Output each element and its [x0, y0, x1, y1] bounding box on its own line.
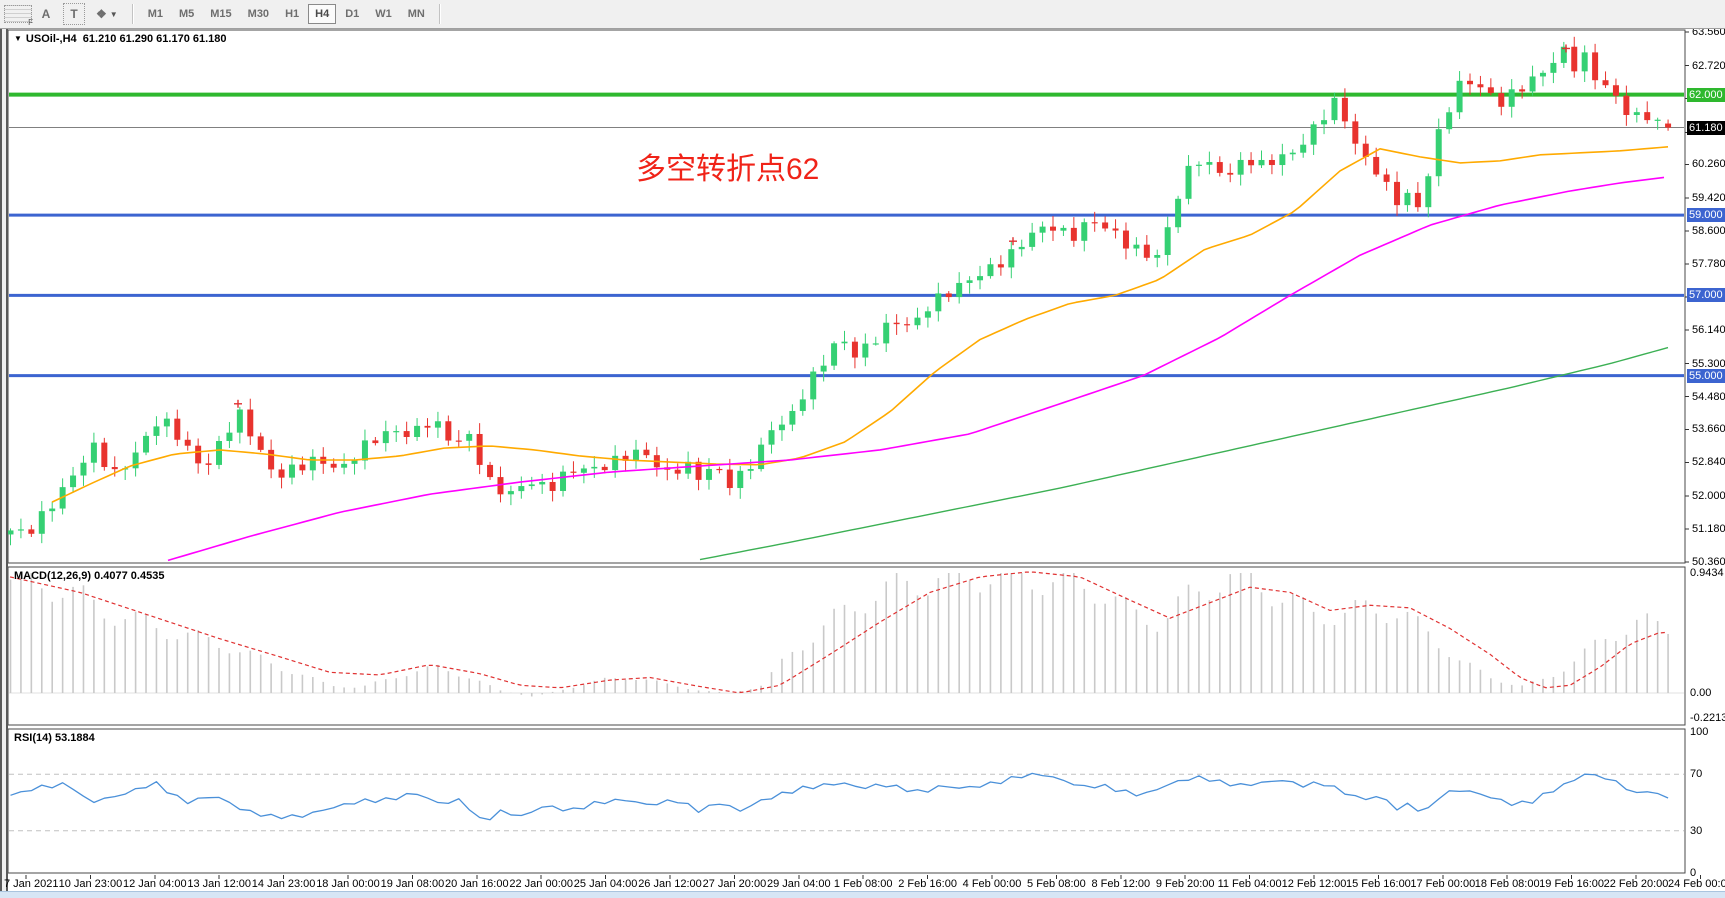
time-axis-label: 14 Jan 23:00 — [251, 878, 316, 890]
price-level-badge: 59.000 — [1687, 208, 1725, 223]
current-price-badge: 61.180 — [1687, 120, 1725, 135]
time-axis-label: 2 Feb 16:00 — [898, 878, 957, 890]
toolbar-separator — [438, 4, 441, 24]
time-axis-label: 12 Jan 04:00 — [122, 878, 187, 890]
chart-annotation-text: 多空转折点62 — [636, 153, 820, 186]
time-axis-label: 29 Jan 04:00 — [766, 878, 831, 890]
time-axis-label: 20 Jan 16:00 — [444, 878, 509, 890]
toolbar-separator — [131, 4, 134, 24]
time-axis-label: 19 Jan 08:00 — [380, 878, 445, 890]
toolbar: F A T ❖ ▼ M1 M5 M15 M30 H1 H4 D1 W1 MN — [0, 0, 1725, 29]
tf-button-h1[interactable]: H1 — [278, 4, 306, 24]
price-axis-tick: 54.480 — [1692, 390, 1725, 403]
time-axis-label: 26 Jan 12:00 — [638, 878, 702, 890]
time-axis-label: 7 Jan 2021 — [4, 878, 59, 890]
time-axis-label: 1 Feb 08:00 — [833, 878, 893, 890]
rsi-indicator-label: RSI(14) 53.1884 — [14, 732, 95, 744]
chevron-down-icon: ▼ — [109, 9, 118, 19]
shapes-button[interactable]: ❖ ▼ — [91, 3, 123, 25]
time-axis-label: 25 Jan 04:00 — [573, 878, 638, 890]
price-axis-tick: 51.180 — [1692, 523, 1725, 536]
rsi-axis-tick: 70 — [1690, 768, 1703, 781]
quote-ohlc-values: 61.210 61.290 61.170 61.180 — [82, 33, 227, 45]
price-axis-tick: 55.300 — [1692, 357, 1725, 370]
time-axis-label: 12 Feb 12:00 — [1281, 878, 1347, 890]
symbol-period-label: USOil-,H4 — [25, 33, 77, 45]
time-axis-label: 22 Jan 00:00 — [509, 878, 573, 890]
shapes-icon: ❖ — [96, 7, 107, 21]
time-axis-label: 5 Feb 08:00 — [1027, 878, 1086, 890]
window-left-splitter[interactable] — [0, 28, 8, 892]
time-axis-label: 18 Jan 00:00 — [316, 878, 380, 890]
price-axis-tick: 56.140 — [1692, 323, 1725, 336]
rsi-axis-tick: 0 — [1690, 867, 1697, 879]
rsi-axis-tick: 30 — [1690, 824, 1703, 837]
tf-button-w1[interactable]: W1 — [368, 4, 399, 24]
time-axis-label: 17 Feb 00:00 — [1410, 878, 1476, 890]
macd-values: 0.4077 0.4535 — [94, 570, 165, 582]
price-axis-tick: 57.780 — [1692, 258, 1725, 271]
tf-button-m1[interactable]: M1 — [141, 4, 170, 24]
tf-button-mn[interactable]: MN — [401, 4, 432, 24]
time-axis-label: 18 Feb 08:00 — [1474, 878, 1540, 890]
price-level-badge: 55.000 — [1687, 368, 1725, 383]
time-axis-label: 4 Feb 00:00 — [962, 878, 1022, 890]
grip-f-label: F — [28, 18, 33, 27]
timeframe-buttons: M1 M5 M15 M30 H1 H4 D1 W1 MN — [140, 4, 433, 24]
time-axis-label: 10 Jan 23:00 — [58, 878, 123, 890]
macd-indicator-label: MACD(12,26,9) 0.4077 0.4535 — [14, 570, 165, 582]
tf-button-m30[interactable]: M30 — [241, 4, 276, 24]
toolbar-grip-icon[interactable]: F — [4, 5, 33, 27]
tf-button-h4[interactable]: H4 — [308, 4, 337, 24]
price-axis-tick: 62.720 — [1692, 59, 1725, 72]
price-axis-tick: 52.000 — [1692, 490, 1725, 503]
time-axis-label: 15 Feb 16:00 — [1345, 878, 1411, 890]
rsi-value: 53.1884 — [54, 732, 95, 744]
time-axis-label: 11 Feb 04:00 — [1217, 878, 1282, 890]
tf-button-m5[interactable]: M5 — [172, 4, 201, 24]
price-level-badge: 62.000 — [1687, 87, 1725, 102]
price-axis-tick: 53.660 — [1692, 423, 1725, 436]
price-axis-tick: 59.420 — [1692, 192, 1725, 205]
price-axis-tick: 58.600 — [1692, 225, 1725, 238]
macd-axis-max: 0.9434 — [1690, 567, 1724, 579]
text-label-button[interactable]: A — [35, 3, 57, 25]
time-axis-label: 8 Feb 12:00 — [1091, 878, 1151, 890]
tf-button-m15[interactable]: M15 — [203, 4, 238, 24]
macd-axis-zero: 0.00 — [1690, 687, 1712, 699]
window-bottom-edge — [0, 891, 1725, 898]
macd-axis-min: -0.2213 — [1690, 712, 1725, 724]
chart-title: ▼ USOil-,H4 61.210 61.290 61.170 61.180 — [14, 33, 227, 45]
price-axis-tick: 52.840 — [1692, 456, 1725, 469]
time-axis-label: 22 Feb 20:00 — [1603, 878, 1669, 890]
price-axis-tick: 60.260 — [1692, 158, 1725, 171]
price-level-badge: 57.000 — [1687, 288, 1725, 303]
time-axis-label: 13 Jan 12:00 — [187, 878, 251, 890]
time-axis-label: 24 Feb 00:00 — [1667, 878, 1725, 890]
text-box-button[interactable]: T — [63, 3, 85, 25]
price-axis-tick: 63.560 — [1692, 26, 1725, 38]
time-axis-label: 9 Feb 20:00 — [1155, 878, 1215, 890]
rsi-axis-tick: 100 — [1690, 726, 1709, 738]
symbol-dropdown-icon: ▼ — [14, 34, 22, 43]
time-axis-label: 19 Feb 16:00 — [1539, 878, 1605, 890]
time-axis-label: 27 Jan 20:00 — [702, 878, 767, 890]
tf-button-d1[interactable]: D1 — [338, 4, 366, 24]
price-axis-tick: 50.360 — [1692, 555, 1725, 568]
